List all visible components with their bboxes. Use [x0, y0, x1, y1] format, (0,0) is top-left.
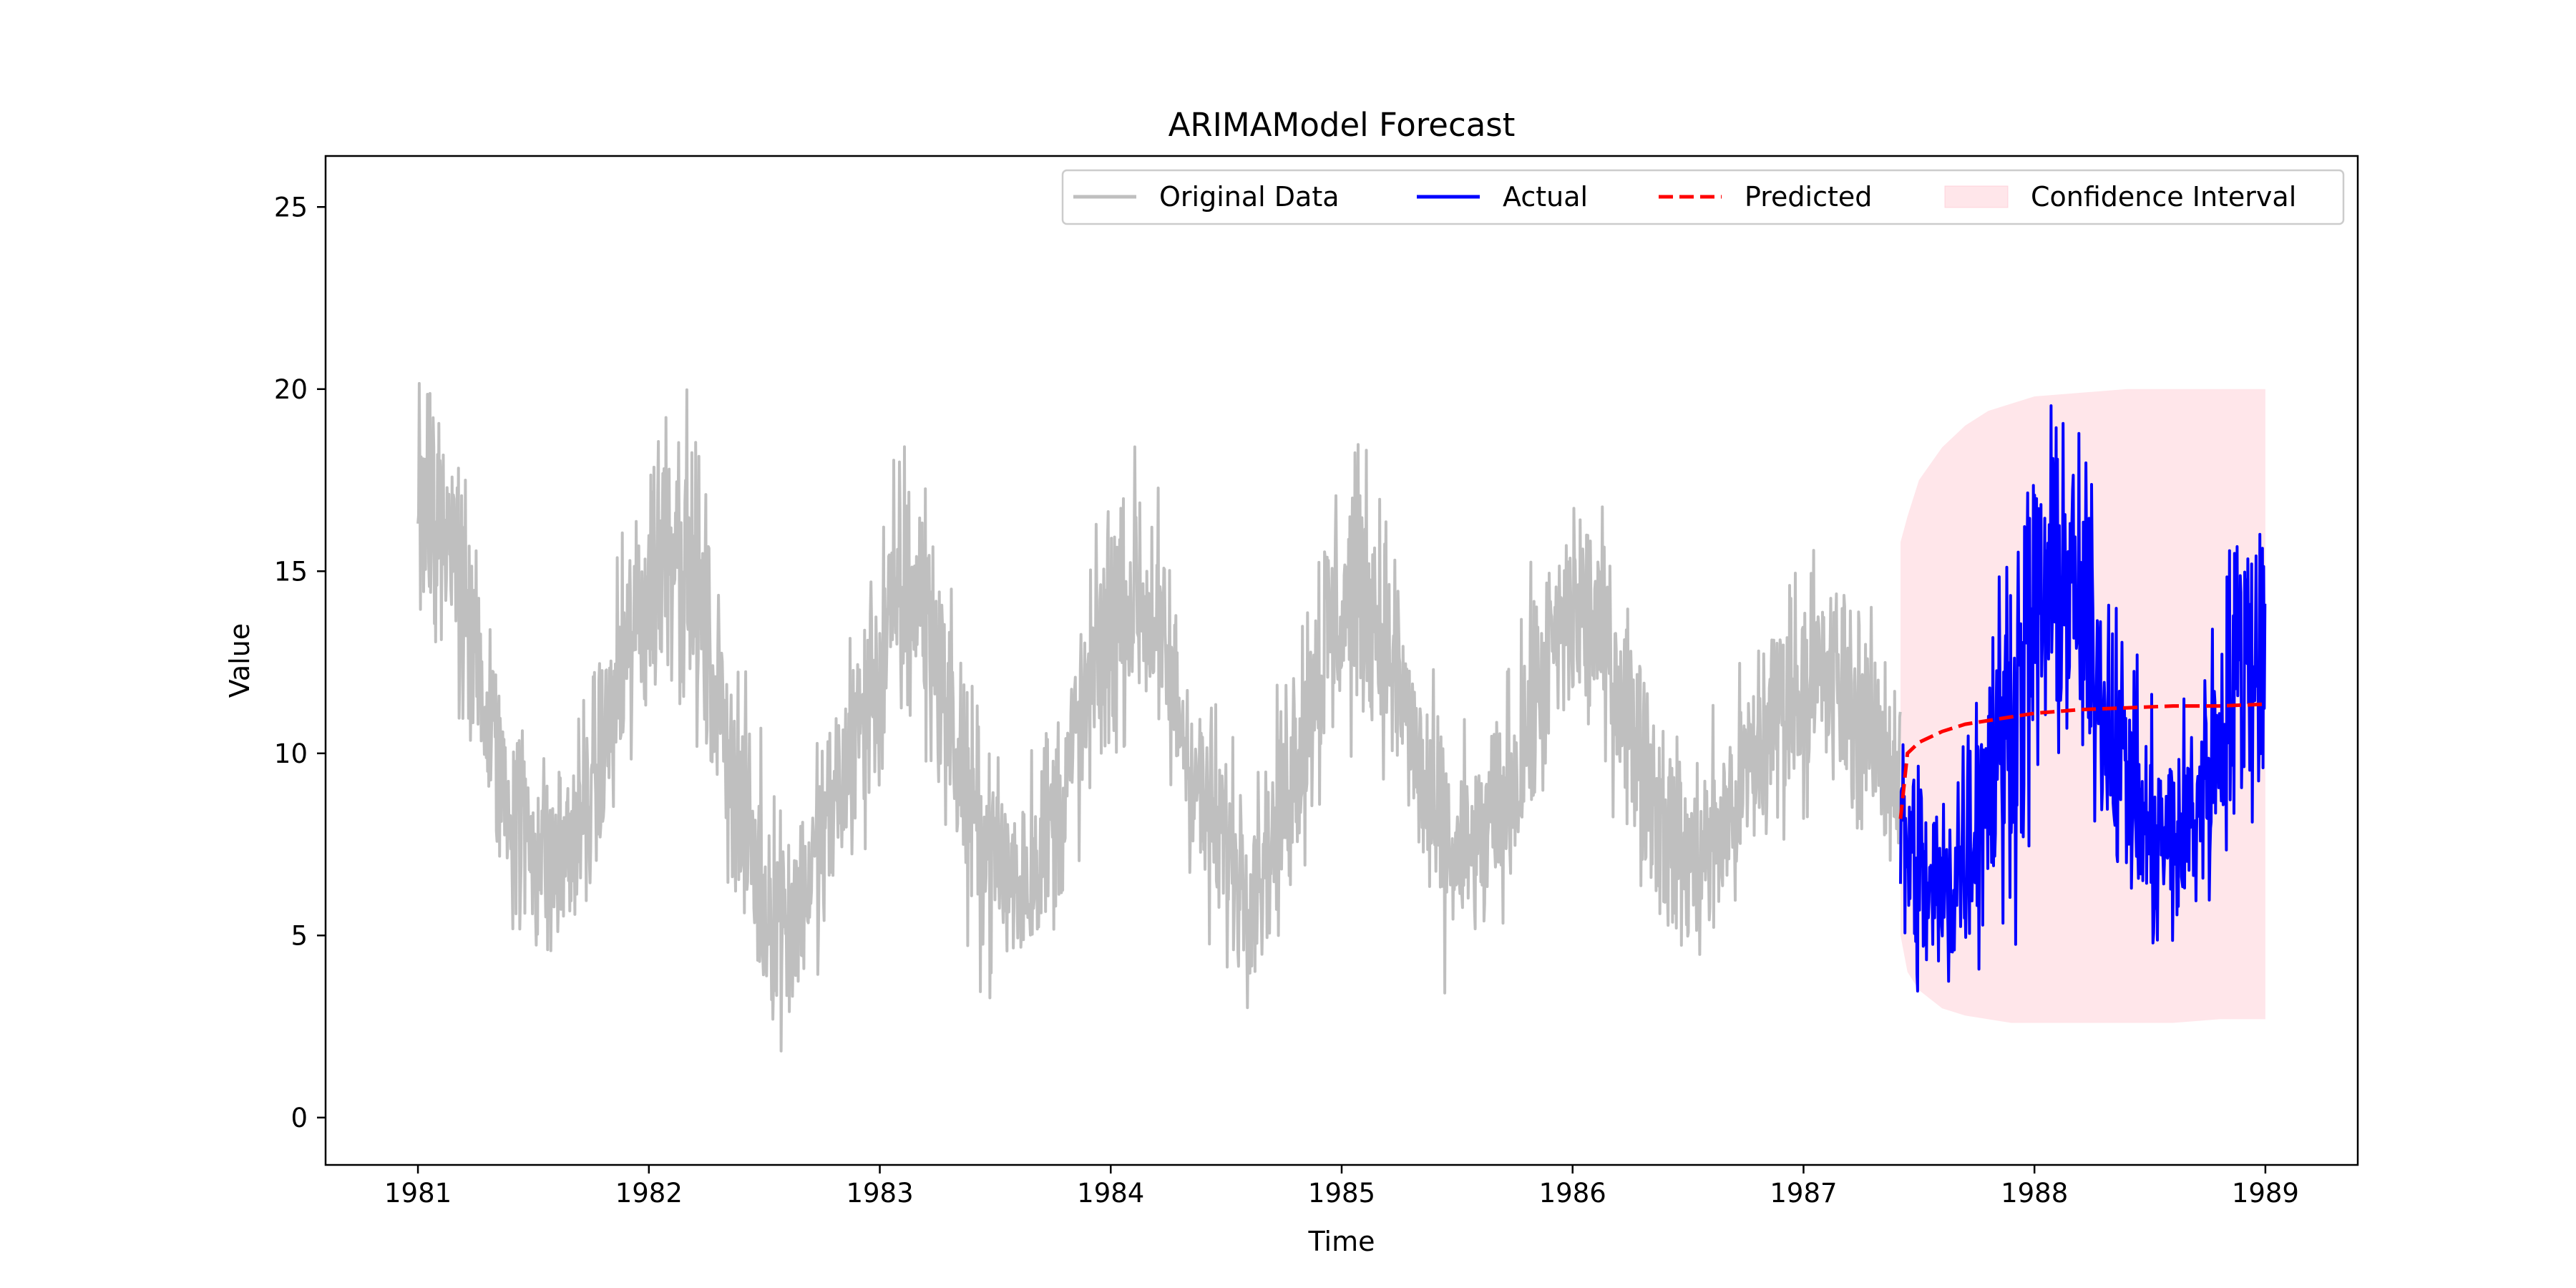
- series-line-actual: [1899, 404, 2267, 993]
- y-tick-label: 5: [291, 920, 308, 951]
- y-tick-label: 20: [274, 374, 308, 405]
- x-tick-label: 1982: [615, 1178, 683, 1209]
- x-axis: 1981 1982 1983 1984 1985 1986 1987 1988 1989: [384, 1165, 2299, 1209]
- legend-label-actual: Actual: [1503, 181, 1588, 213]
- x-tick-label: 1987: [1770, 1178, 1837, 1209]
- x-tick-label: 1985: [1308, 1178, 1375, 1209]
- legend-label-predicted: Predicted: [1745, 181, 1872, 213]
- y-tick-label: 0: [291, 1103, 308, 1133]
- y-axis-label: Value: [224, 623, 255, 698]
- legend-swatch-confidence-interval: [1944, 185, 2009, 208]
- series-line-original-data: [416, 381, 1902, 1053]
- y-tick-label: 15: [274, 556, 308, 587]
- x-tick-label: 1981: [384, 1178, 452, 1209]
- x-axis-label: Time: [1308, 1226, 1375, 1257]
- chart-title: ARIMAModel Forecast: [1169, 106, 1516, 144]
- y-axis: 0 5 10 15 20 25: [274, 192, 326, 1133]
- x-tick-label: 1983: [846, 1178, 913, 1209]
- y-tick-label: 10: [274, 738, 308, 769]
- x-tick-label: 1984: [1077, 1178, 1144, 1209]
- x-tick-label: 1988: [2001, 1178, 2068, 1209]
- series-layer: [416, 381, 2267, 1053]
- series-line-predicted: [1898, 702, 2265, 819]
- y-tick-label: 25: [274, 192, 308, 223]
- x-tick-label: 1986: [1539, 1178, 1606, 1209]
- legend-label-confidence-interval: Confidence Interval: [2031, 181, 2296, 213]
- legend: Original Data Actual Predicted Confidence I…: [1061, 169, 2345, 225]
- x-tick-label: 1989: [2232, 1178, 2299, 1209]
- legend-label-original-data: Original Data: [1159, 181, 1340, 213]
